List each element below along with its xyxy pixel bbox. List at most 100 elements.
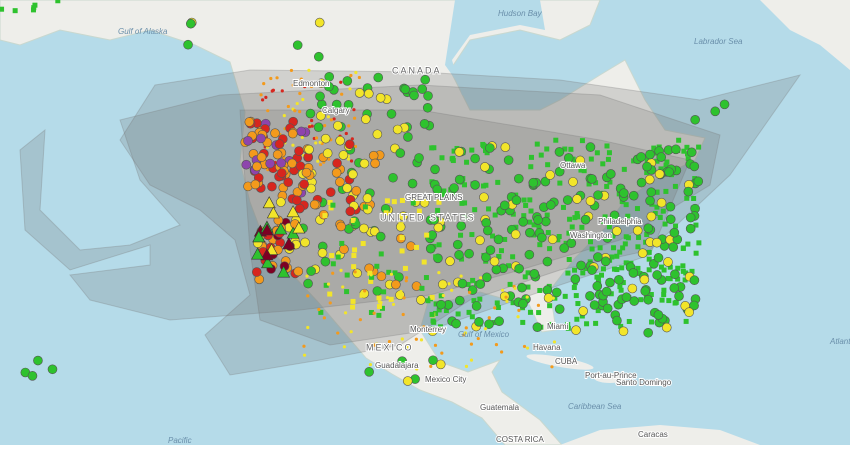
aqi-marker[interactable] bbox=[545, 162, 551, 168]
aqi-marker[interactable] bbox=[504, 295, 508, 299]
aqi-marker[interactable] bbox=[544, 146, 550, 152]
aqi-marker[interactable] bbox=[554, 166, 565, 177]
aqi-marker[interactable] bbox=[428, 355, 438, 366]
aqi-marker[interactable] bbox=[344, 289, 350, 295]
aqi-marker[interactable] bbox=[572, 194, 582, 204]
aqi-marker[interactable] bbox=[318, 162, 323, 167]
aqi-marker[interactable] bbox=[270, 128, 280, 138]
aqi-marker[interactable] bbox=[483, 148, 489, 154]
aqi-marker[interactable] bbox=[465, 281, 471, 287]
aqi-marker[interactable] bbox=[362, 204, 368, 210]
aqi-marker[interactable] bbox=[291, 83, 295, 87]
aqi-marker[interactable] bbox=[657, 215, 663, 221]
aqi-marker[interactable] bbox=[250, 179, 261, 190]
aqi-marker[interactable] bbox=[594, 150, 600, 156]
aqi-marker[interactable] bbox=[485, 245, 496, 255]
aqi-marker[interactable] bbox=[381, 289, 387, 295]
aqi-marker[interactable] bbox=[625, 213, 631, 219]
aqi-marker[interactable] bbox=[299, 179, 309, 190]
aqi-marker[interactable] bbox=[664, 167, 674, 177]
aqi-marker[interactable] bbox=[646, 267, 652, 273]
aqi-marker[interactable] bbox=[510, 254, 516, 260]
aqi-marker[interactable] bbox=[349, 330, 353, 334]
aqi-marker[interactable] bbox=[260, 223, 274, 236]
aqi-marker[interactable] bbox=[457, 278, 468, 289]
aqi-marker[interactable] bbox=[451, 148, 457, 154]
aqi-marker[interactable] bbox=[495, 179, 501, 185]
aqi-marker[interactable] bbox=[637, 248, 648, 258]
aqi-marker[interactable] bbox=[661, 287, 667, 293]
aqi-marker[interactable] bbox=[562, 146, 568, 152]
aqi-marker[interactable] bbox=[636, 177, 647, 188]
aqi-marker[interactable] bbox=[646, 187, 657, 197]
aqi-marker[interactable] bbox=[627, 283, 638, 294]
aqi-marker[interactable] bbox=[674, 291, 684, 301]
aqi-marker[interactable] bbox=[331, 167, 342, 178]
aqi-marker[interactable] bbox=[506, 263, 512, 269]
aqi-marker[interactable] bbox=[610, 233, 616, 239]
aqi-marker[interactable] bbox=[251, 247, 265, 260]
aqi-marker[interactable] bbox=[455, 311, 461, 317]
aqi-marker[interactable] bbox=[266, 109, 270, 113]
aqi-marker[interactable] bbox=[537, 242, 543, 248]
aqi-marker[interactable] bbox=[429, 294, 435, 300]
aqi-marker[interactable] bbox=[375, 93, 386, 103]
aqi-marker[interactable] bbox=[601, 218, 607, 224]
aqi-marker[interactable] bbox=[332, 117, 336, 121]
aqi-marker[interactable] bbox=[342, 345, 347, 349]
aqi-marker[interactable] bbox=[661, 267, 667, 273]
aqi-marker[interactable] bbox=[619, 199, 625, 205]
aqi-marker[interactable] bbox=[606, 224, 612, 230]
aqi-marker[interactable] bbox=[464, 326, 468, 330]
aqi-marker[interactable] bbox=[243, 136, 253, 146]
aqi-marker[interactable] bbox=[344, 131, 348, 136]
aqi-marker[interactable] bbox=[303, 85, 307, 89]
aqi-marker[interactable] bbox=[621, 166, 627, 172]
aqi-marker[interactable] bbox=[719, 99, 730, 110]
aqi-marker[interactable] bbox=[260, 248, 274, 261]
aqi-marker[interactable] bbox=[667, 276, 673, 282]
aqi-marker[interactable] bbox=[352, 108, 356, 112]
aqi-marker[interactable] bbox=[391, 199, 397, 205]
aqi-marker[interactable] bbox=[643, 327, 653, 338]
aqi-marker[interactable] bbox=[475, 235, 485, 246]
aqi-marker[interactable] bbox=[601, 286, 612, 297]
aqi-marker[interactable] bbox=[330, 261, 336, 267]
aqi-marker[interactable] bbox=[621, 292, 632, 302]
aqi-marker[interactable] bbox=[605, 277, 615, 288]
aqi-marker[interactable] bbox=[458, 232, 464, 238]
aqi-marker[interactable] bbox=[685, 156, 691, 162]
aqi-marker[interactable] bbox=[562, 195, 573, 205]
aqi-marker[interactable] bbox=[517, 308, 521, 313]
aqi-marker[interactable] bbox=[606, 169, 616, 179]
aqi-marker[interactable] bbox=[47, 364, 58, 375]
aqi-marker[interactable] bbox=[323, 282, 329, 288]
aqi-marker[interactable] bbox=[632, 225, 643, 236]
aqi-marker[interactable] bbox=[27, 371, 38, 381]
aqi-marker[interactable] bbox=[433, 310, 439, 316]
aqi-marker[interactable] bbox=[675, 265, 681, 271]
aqi-marker[interactable] bbox=[304, 144, 314, 155]
aqi-marker[interactable] bbox=[500, 288, 505, 292]
aqi-marker[interactable] bbox=[563, 153, 574, 163]
aqi-marker[interactable] bbox=[560, 204, 566, 210]
aqi-marker[interactable] bbox=[317, 307, 321, 312]
aqi-marker[interactable] bbox=[570, 274, 581, 284]
aqi-marker[interactable] bbox=[580, 270, 586, 276]
aqi-marker[interactable] bbox=[414, 337, 418, 341]
aqi-marker[interactable] bbox=[656, 152, 667, 162]
aqi-marker[interactable] bbox=[480, 162, 490, 172]
aqi-marker[interactable] bbox=[672, 183, 678, 189]
aqi-marker[interactable] bbox=[575, 214, 581, 220]
aqi-marker[interactable] bbox=[305, 108, 316, 119]
aqi-marker[interactable] bbox=[420, 74, 430, 85]
aqi-marker[interactable] bbox=[342, 76, 353, 86]
aqi-marker[interactable] bbox=[689, 275, 700, 286]
aqi-marker[interactable] bbox=[341, 285, 345, 289]
aqi-marker[interactable] bbox=[562, 293, 568, 299]
aqi-marker[interactable] bbox=[693, 176, 704, 187]
aqi-marker[interactable] bbox=[293, 266, 304, 277]
aqi-marker[interactable] bbox=[553, 137, 559, 143]
aqi-marker[interactable] bbox=[404, 279, 408, 283]
aqi-marker[interactable] bbox=[589, 246, 595, 252]
